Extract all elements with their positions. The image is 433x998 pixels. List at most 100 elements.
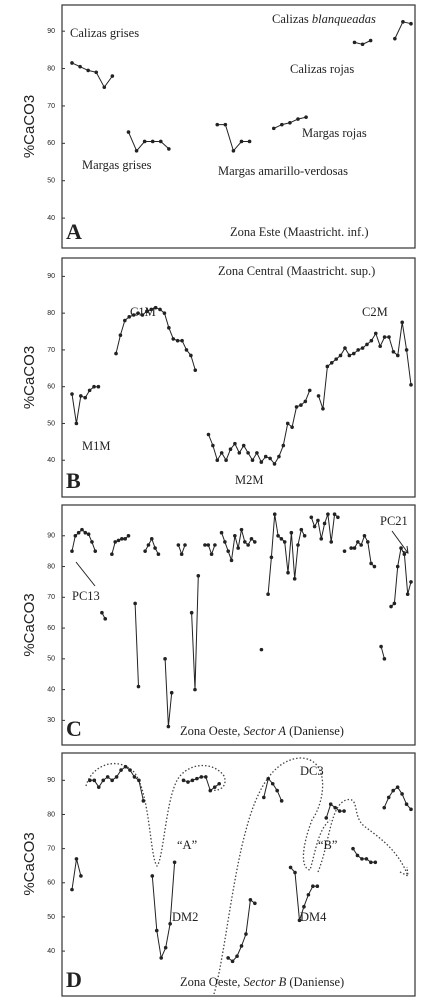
data-point	[96, 384, 101, 389]
annotation: PC21	[380, 514, 408, 528]
panel-letter: C	[66, 716, 82, 741]
data-point	[150, 139, 155, 144]
y-tick-label: 80	[47, 65, 55, 72]
annotation: M1M	[82, 439, 110, 453]
data-point	[239, 944, 244, 948]
data-point	[306, 892, 311, 897]
data-point	[329, 540, 334, 544]
data-point	[292, 577, 297, 581]
y-tick-label: 90	[47, 273, 55, 280]
y-tick-label: 40	[47, 948, 55, 955]
data-point	[154, 928, 159, 933]
data-point	[359, 543, 363, 547]
data-point	[131, 313, 136, 317]
data-point	[249, 537, 254, 541]
data-point	[299, 527, 304, 532]
data-point	[307, 388, 312, 393]
data-point	[102, 85, 107, 90]
annotation-part: (Daniense)	[286, 724, 344, 738]
data-point	[119, 768, 123, 772]
panel-frame	[61, 257, 416, 498]
data-line	[394, 21, 412, 39]
data-point	[302, 533, 307, 538]
data-point	[74, 421, 79, 426]
data-point	[230, 959, 235, 964]
data-point	[281, 443, 286, 448]
data-point	[282, 540, 287, 544]
data-point	[343, 346, 347, 350]
data-point	[373, 860, 378, 865]
data-point	[312, 524, 317, 529]
data-point	[168, 921, 172, 926]
annotation-part: Zona Oeste,	[180, 975, 244, 989]
data-point	[74, 857, 79, 861]
data-point	[93, 549, 98, 553]
data-point	[162, 311, 167, 315]
data-point	[141, 799, 146, 803]
data-point	[126, 130, 131, 134]
data-point	[297, 918, 302, 923]
data-point	[171, 337, 176, 341]
data-point	[70, 887, 74, 892]
annotation: DM2	[172, 910, 198, 924]
data-point	[372, 564, 377, 569]
data-line	[390, 546, 412, 607]
data-point	[280, 122, 284, 127]
data-point	[123, 318, 127, 323]
data-point	[272, 512, 277, 517]
data-point	[279, 799, 284, 803]
data-point	[215, 122, 220, 127]
data-point	[100, 610, 104, 615]
annotation: Calizas rojas	[290, 62, 354, 76]
annotation-part: blanqueadas	[312, 12, 376, 26]
data-point	[293, 870, 297, 875]
dotted-curve	[317, 798, 409, 878]
data-point	[146, 543, 151, 547]
data-point	[195, 776, 199, 781]
arrow	[75, 561, 96, 587]
data-point	[132, 775, 137, 779]
data-point	[360, 42, 365, 47]
data-point	[399, 546, 403, 550]
data-point	[268, 456, 272, 461]
data-point	[248, 898, 253, 902]
data-point	[338, 353, 343, 358]
data-line	[217, 124, 250, 152]
data-point	[355, 853, 360, 858]
data-point	[252, 540, 257, 544]
panel-frame	[61, 4, 416, 249]
y-tick-label: 50	[47, 420, 55, 427]
data-point	[342, 549, 347, 553]
data-point	[369, 860, 373, 865]
data-point	[181, 778, 186, 783]
data-point	[94, 70, 99, 75]
data-point	[239, 527, 244, 532]
data-point	[279, 537, 284, 541]
data-line	[151, 862, 176, 960]
data-point	[96, 785, 101, 789]
data-point	[153, 546, 157, 550]
data-point	[360, 857, 364, 861]
data-point	[136, 684, 141, 689]
data-point	[316, 518, 320, 523]
data-point	[395, 564, 400, 569]
data-point	[321, 406, 325, 411]
data-point	[237, 451, 242, 455]
data-point	[269, 555, 274, 560]
data-point	[149, 537, 154, 541]
data-point	[110, 552, 114, 557]
data-point	[217, 781, 221, 786]
data-point	[116, 538, 121, 543]
data-point	[239, 139, 244, 144]
data-point	[329, 360, 334, 365]
data-point	[219, 530, 224, 535]
data-point	[158, 307, 162, 312]
data-point	[386, 795, 391, 800]
y-tick-label: 80	[47, 563, 55, 570]
y-tick-label: 80	[47, 310, 55, 317]
annotation: M2M	[235, 473, 263, 487]
data-point	[172, 860, 177, 865]
data-line	[71, 386, 99, 424]
data-point	[193, 368, 198, 372]
annotation-part: Sector B	[244, 975, 287, 989]
